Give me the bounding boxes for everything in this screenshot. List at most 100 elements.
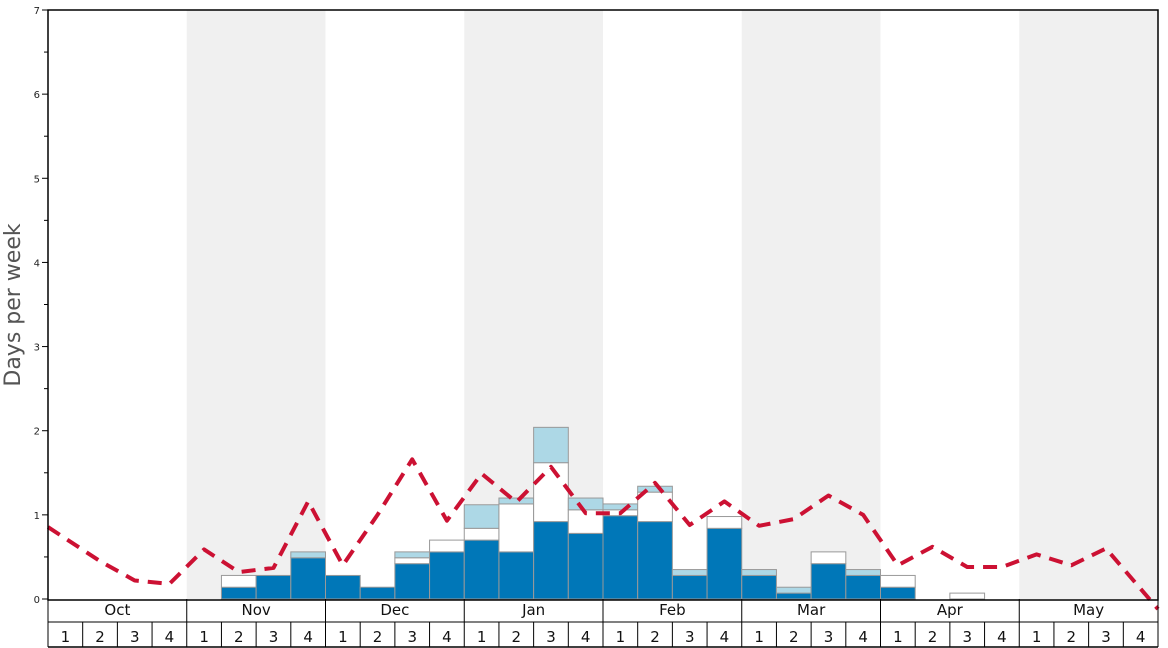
week-label: 2 bbox=[1067, 628, 1077, 646]
month-label-oct: Oct bbox=[104, 601, 130, 619]
week-label: 3 bbox=[269, 628, 279, 646]
bar-dark-segment bbox=[671, 574, 708, 600]
month-shade-mar bbox=[741, 10, 881, 599]
bar-white-segment bbox=[949, 592, 986, 600]
y-tick-label: 5 bbox=[34, 174, 40, 185]
bar-dark-segment bbox=[463, 539, 500, 600]
month-label-apr: Apr bbox=[937, 601, 964, 619]
week-label: 3 bbox=[685, 628, 695, 646]
bar-white-segment bbox=[810, 551, 847, 565]
bar-white-segment bbox=[533, 462, 569, 523]
month-label-jan: Jan bbox=[521, 601, 545, 619]
week-label: 2 bbox=[95, 628, 105, 646]
month-label-feb: Feb bbox=[659, 601, 686, 619]
week-label: 3 bbox=[1101, 628, 1111, 646]
bar-light-segment bbox=[637, 485, 673, 493]
y-axis: 0 1 2 3 4 5 6 7 bbox=[34, 6, 48, 606]
y-tick-label: 1 bbox=[34, 511, 40, 522]
week-label: 1 bbox=[61, 628, 71, 646]
bar-white-segment bbox=[637, 491, 673, 523]
bar-dark-segment bbox=[706, 527, 743, 600]
bar-white-segment bbox=[394, 557, 431, 565]
bar-dark-segment bbox=[602, 515, 639, 600]
week-label: 4 bbox=[442, 628, 452, 646]
bar-white-segment bbox=[498, 503, 535, 553]
week-label: 2 bbox=[373, 628, 383, 646]
bar-light-segment bbox=[741, 569, 777, 576]
week-label: 2 bbox=[650, 628, 660, 646]
bar-white-segment bbox=[429, 539, 465, 553]
week-label: 4 bbox=[720, 628, 730, 646]
week-label: 3 bbox=[130, 628, 140, 646]
bar-dark-segment bbox=[394, 563, 431, 600]
bar-dark-segment bbox=[567, 532, 604, 600]
bar-dark-segment bbox=[220, 586, 257, 600]
y-tick-label: 6 bbox=[34, 90, 40, 101]
month-label-may: May bbox=[1073, 601, 1104, 619]
bar-dark-segment bbox=[810, 563, 847, 600]
y-tick-label: 4 bbox=[34, 258, 40, 269]
week-label: 2 bbox=[789, 628, 799, 646]
bar-light-segment bbox=[567, 497, 604, 511]
week-label: 4 bbox=[1136, 628, 1146, 646]
average-line-group bbox=[46, 457, 1160, 611]
bar-white-segment bbox=[880, 574, 916, 588]
week-label: 2 bbox=[234, 628, 244, 646]
week-label: 1 bbox=[754, 628, 764, 646]
week-label: 1 bbox=[616, 628, 626, 646]
week-label: 3 bbox=[407, 628, 417, 646]
bar-dark-segment bbox=[498, 551, 535, 600]
y-tick-label: 3 bbox=[34, 343, 40, 354]
bar-white-segment bbox=[706, 516, 743, 529]
week-label: 2 bbox=[512, 628, 522, 646]
y-axis-label: Days per week bbox=[1, 223, 26, 386]
week-label: 3 bbox=[546, 628, 556, 646]
bar-light-segment bbox=[671, 569, 708, 576]
week-label: 1 bbox=[338, 628, 348, 646]
bar-light-segment bbox=[775, 586, 812, 594]
bar-dark-segment bbox=[290, 557, 326, 600]
week-label: 1 bbox=[893, 628, 903, 646]
month-shade-nov bbox=[186, 10, 326, 599]
week-label: 1 bbox=[477, 628, 487, 646]
week-label: 3 bbox=[824, 628, 834, 646]
bar-dark-segment bbox=[741, 574, 777, 600]
month-label-dec: Dec bbox=[380, 601, 409, 619]
bars-group bbox=[220, 426, 986, 600]
bar-dark-segment bbox=[845, 574, 881, 600]
week-label: 4 bbox=[581, 628, 591, 646]
month-shading bbox=[186, 10, 1158, 599]
bar-white-segment bbox=[220, 574, 257, 588]
week-label: 3 bbox=[962, 628, 972, 646]
month-label-mar: Mar bbox=[797, 601, 826, 619]
week-label: 4 bbox=[165, 628, 175, 646]
week-label: 4 bbox=[303, 628, 313, 646]
bar-white-segment bbox=[463, 527, 500, 541]
bar-light-segment bbox=[463, 504, 500, 529]
bar-light-segment bbox=[498, 497, 535, 505]
bar-dark-segment bbox=[325, 574, 361, 600]
bar-dark-segment bbox=[359, 586, 396, 600]
month-label-nov: Nov bbox=[241, 601, 270, 619]
x-axis: Oct Nov Dec Jan Feb Mar Apr May 1 2 3 4 1 2 3 4 1 2 3 4 1 2 3 4… bbox=[47, 599, 1159, 648]
y-tick-label: 2 bbox=[34, 427, 40, 438]
month-shade-may bbox=[1019, 10, 1158, 599]
bar-light-segment bbox=[845, 569, 881, 576]
y-tick-label: 0 bbox=[34, 595, 40, 606]
week-label: 4 bbox=[858, 628, 868, 646]
bar-dark-segment bbox=[429, 551, 465, 600]
bar-light-segment bbox=[394, 551, 431, 559]
week-label: 1 bbox=[199, 628, 209, 646]
bar-dark-segment bbox=[637, 521, 673, 600]
week-label: 4 bbox=[997, 628, 1007, 646]
week-label: 2 bbox=[928, 628, 938, 646]
bar-light-segment bbox=[602, 503, 639, 511]
bar-light-segment bbox=[533, 426, 569, 464]
bar-dark-segment bbox=[880, 586, 916, 600]
y-tick-label: 7 bbox=[34, 6, 40, 17]
average-line bbox=[46, 457, 1160, 611]
bar-light-segment bbox=[290, 551, 326, 559]
bar-dark-segment bbox=[775, 592, 812, 600]
bar-dark-segment bbox=[533, 521, 569, 600]
